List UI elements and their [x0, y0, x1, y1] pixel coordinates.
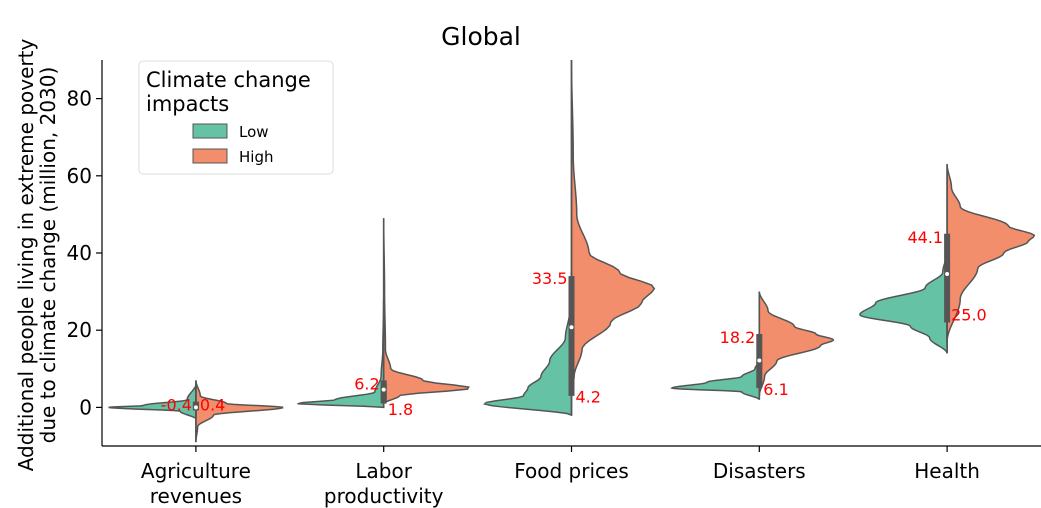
median-dot-4 — [945, 272, 950, 277]
y-ticks: 0 20 40 60 80 — [67, 87, 102, 419]
legend: Climate change impacts Low High — [138, 60, 334, 175]
violin-low-2 — [483, 272, 573, 417]
annotation-8: 44.1 — [907, 228, 943, 247]
y-axis-label-line-2: due to climate change (million, 2030) — [36, 67, 60, 444]
legend-label-low: Low — [239, 123, 269, 141]
x-tick-label-2: Food prices — [514, 459, 629, 483]
legend-frame — [138, 60, 334, 175]
annotation-2: 6.2 — [354, 374, 379, 393]
violin-high-4 — [946, 164, 1036, 342]
violin-low-3 — [670, 361, 761, 400]
median-dot-0 — [193, 405, 198, 410]
violin-low-4 — [859, 252, 948, 354]
violin-high-0 — [195, 380, 284, 443]
legend-title-line-2: impacts — [146, 92, 229, 116]
median-dot-1 — [381, 387, 386, 392]
x-ticks: Agriculture revenues Labor productivity Food… — [141, 446, 980, 508]
violin-low-0 — [108, 384, 197, 420]
x-tick-label-0: Agriculture revenues — [141, 459, 251, 508]
legend-label-high: High — [239, 148, 273, 166]
annotation-0: -0.4 — [161, 396, 192, 415]
annotation-1: 0.4 — [200, 396, 225, 415]
y-tick-label-3: 60 — [67, 164, 92, 188]
median-dot-3 — [757, 358, 762, 363]
violin-plot-area — [108, 59, 1036, 443]
y-axis-label: Additional people living in extreme pove… — [14, 39, 60, 472]
y-tick-label-1: 20 — [67, 318, 92, 342]
chart-title: Global — [441, 22, 521, 51]
violin-high-1 — [382, 218, 470, 406]
annotation-7: 6.1 — [763, 380, 788, 399]
x-tick-label-3: Disasters — [713, 459, 806, 483]
x-tick-label-4: Health — [914, 459, 980, 483]
x-tick-label-1: Labor productivity — [324, 459, 444, 508]
annotation-5: 4.2 — [576, 388, 601, 407]
annotation-4: 33.5 — [532, 269, 568, 288]
y-tick-label-0: 0 — [79, 395, 92, 419]
legend-swatch-high — [192, 148, 228, 164]
median-dot-2 — [569, 325, 574, 330]
annotation-9: 25.0 — [951, 305, 987, 324]
value-annotations: -0.4 0.4 6.2 1.8 33.5 4.2 18.2 6.1 44.1 25.0 — [161, 228, 987, 419]
annotation-6: 18.2 — [720, 328, 756, 347]
inner-boxes — [192, 60, 951, 443]
legend-swatch-low — [192, 123, 228, 139]
y-tick-label-4: 80 — [67, 87, 92, 111]
violin-high-3 — [758, 291, 835, 396]
legend-title-line-1: Climate change — [146, 68, 311, 92]
y-tick-label-2: 40 — [67, 241, 92, 265]
annotation-3: 1.8 — [388, 400, 413, 419]
y-axis-label-line-1: Additional people living in extreme pove… — [14, 39, 38, 472]
violin-high-2 — [570, 59, 656, 393]
